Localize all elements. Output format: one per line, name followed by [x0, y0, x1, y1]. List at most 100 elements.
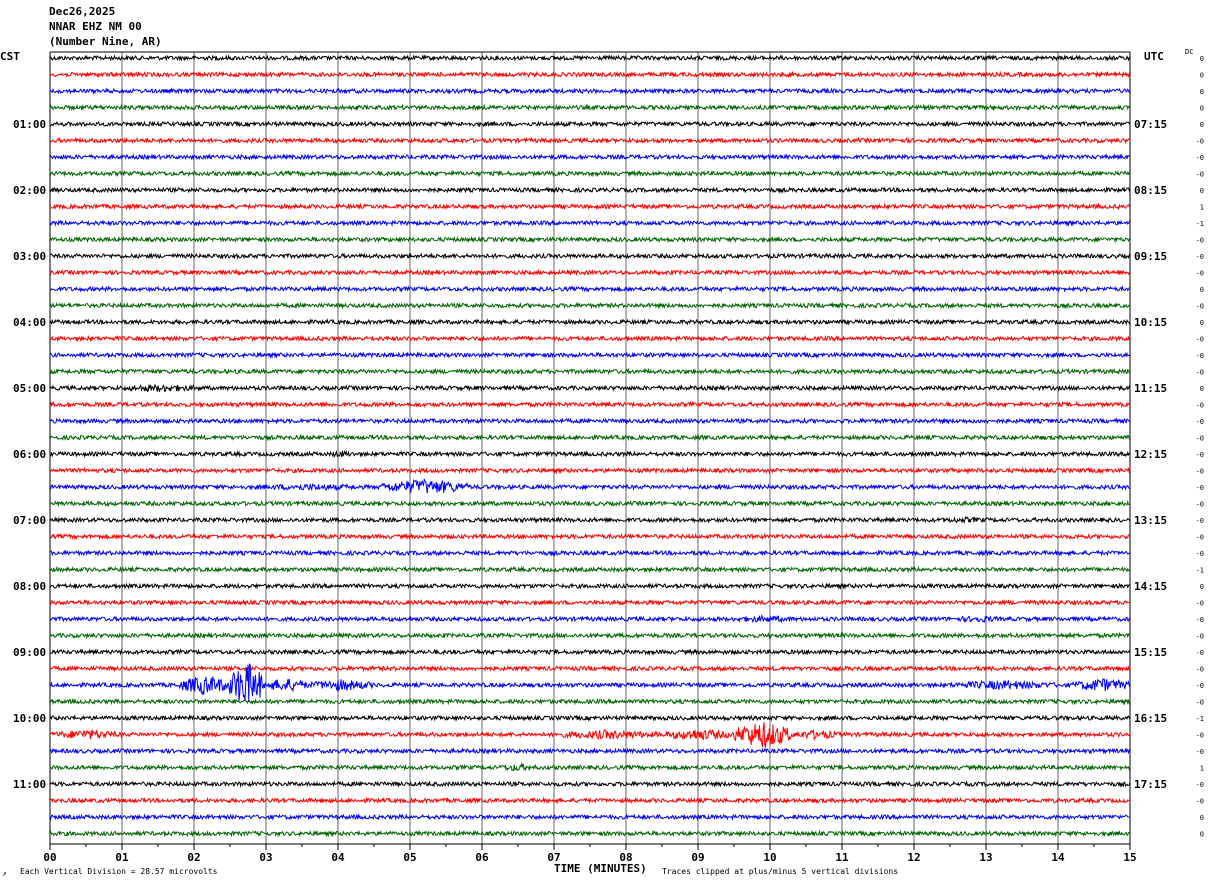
- dc-offset-label: -0: [1196, 171, 1204, 179]
- x-tick-label: 01: [115, 851, 129, 864]
- seismic-trace: [49, 301, 1131, 310]
- seismic-trace: [49, 598, 1131, 607]
- dc-offset-label: 0: [1200, 187, 1204, 195]
- x-tick-label: 12: [907, 851, 920, 864]
- left-hour-label: 10:00: [13, 712, 46, 725]
- dc-offset-label: -0: [1196, 451, 1204, 459]
- seismic-trace: [49, 383, 1131, 393]
- dc-offset-label: -0: [1196, 369, 1204, 377]
- seismic-trace: [49, 477, 1131, 494]
- dc-offset-label: -0: [1196, 336, 1204, 344]
- seismic-trace: [49, 813, 1131, 821]
- dc-offset-label: 0: [1200, 831, 1204, 839]
- vertical-division-note: Each Vertical Division = 28.57 microvolt…: [20, 867, 218, 876]
- dc-offset-label: -0: [1196, 633, 1204, 641]
- right-timezone-label: UTC: [1144, 50, 1164, 63]
- x-axis-title: TIME (MINUTES): [554, 862, 647, 875]
- seismic-trace: [49, 367, 1131, 376]
- dc-offset-label: -1: [1196, 567, 1204, 575]
- dc-offset-label: -0: [1196, 418, 1204, 426]
- dc-offset-label: 0: [1200, 72, 1204, 80]
- dc-offset-label: -0: [1196, 468, 1204, 476]
- dc-offset-label: -0: [1196, 484, 1204, 492]
- dc-offset-label: -0: [1196, 138, 1204, 146]
- dc-offset-label: 0: [1200, 583, 1204, 591]
- dc-offset-label: -1: [1196, 715, 1204, 723]
- seismic-trace: [49, 449, 1131, 458]
- dc-offset-label: 0: [1200, 319, 1204, 327]
- dc-offset-label: -0: [1196, 649, 1204, 657]
- dc-offset-label: -1: [1196, 220, 1204, 228]
- right-hour-label: 13:15: [1134, 514, 1167, 527]
- seismic-trace: [49, 318, 1131, 326]
- right-hour-label: 12:15: [1134, 448, 1167, 461]
- left-timezone-label: CST: [0, 50, 20, 63]
- x-tick-label: 04: [331, 851, 345, 864]
- seismic-trace: [49, 515, 1131, 524]
- seismic-trace: [49, 417, 1131, 425]
- seismic-trace: [49, 235, 1131, 244]
- dc-offset-label: -0: [1196, 154, 1204, 162]
- seismic-trace: [49, 120, 1131, 128]
- seismic-trace: [49, 252, 1131, 260]
- left-hour-label: 02:00: [13, 184, 46, 197]
- seismic-trace: [49, 285, 1131, 293]
- dc-offset-label: 0: [1200, 88, 1204, 96]
- seismic-trace: [49, 70, 1131, 79]
- left-hour-label: 05:00: [13, 382, 46, 395]
- seismic-trace: [49, 87, 1131, 95]
- x-tick-label: 06: [475, 851, 489, 864]
- seismic-trace: [49, 648, 1131, 656]
- x-tick-label: 11: [835, 851, 849, 864]
- right-hour-label: 10:15: [1134, 316, 1167, 329]
- seismic-trace: [49, 664, 1131, 673]
- seismic-trace: [49, 466, 1131, 475]
- seismic-trace: [49, 400, 1131, 409]
- seismic-trace: [49, 499, 1131, 508]
- seismic-trace: [49, 103, 1131, 112]
- dc-offset-label: -0: [1196, 781, 1204, 789]
- right-hour-label: 14:15: [1134, 580, 1167, 593]
- dc-offset-label: -0: [1196, 798, 1204, 806]
- dc-offset-label: -0: [1196, 732, 1204, 740]
- dc-offset-label: -0: [1196, 435, 1204, 443]
- seismic-trace: [49, 780, 1131, 788]
- seismic-trace: [49, 219, 1131, 227]
- x-tick-label: 03: [259, 851, 272, 864]
- dc-offset-label: 0: [1200, 286, 1204, 294]
- dc-offset-label: -0: [1196, 237, 1204, 245]
- seismic-trace: [49, 613, 1131, 624]
- right-hour-label: 11:15: [1134, 382, 1167, 395]
- seismic-trace: [49, 549, 1131, 557]
- dc-offset-label: -0: [1196, 352, 1204, 360]
- right-hour-label: 08:15: [1134, 184, 1167, 197]
- seismic-trace: [49, 153, 1131, 161]
- seismic-trace: [49, 722, 1131, 748]
- seismic-trace: [49, 136, 1131, 145]
- dc-offset-label: -0: [1196, 534, 1204, 542]
- x-tick-label: 15: [1123, 851, 1136, 864]
- x-tick-label: 07: [547, 851, 560, 864]
- x-tick-label: 05: [403, 851, 416, 864]
- dc-offset-label: -0: [1196, 517, 1204, 525]
- left-hour-label: 08:00: [13, 580, 46, 593]
- dc-offset-label: -0: [1196, 402, 1204, 410]
- dc-offset-label: 0: [1200, 121, 1204, 129]
- dc-offset-label: -0: [1196, 550, 1204, 558]
- seismic-trace: [49, 433, 1131, 442]
- dc-offset-label: -0: [1196, 666, 1204, 674]
- dc-offset-label: -0: [1196, 501, 1204, 509]
- seismic-trace: [49, 202, 1131, 211]
- location-label: (Number Nine, AR): [49, 35, 162, 48]
- seismic-trace: [49, 54, 1131, 62]
- x-tick-label: 14: [1051, 851, 1065, 864]
- station-label: NNAR EHZ NM 00: [49, 20, 142, 33]
- seismic-trace: [49, 351, 1131, 359]
- x-tick-label: 02: [187, 851, 200, 864]
- x-tick-label: 00: [43, 851, 56, 864]
- dc-offset-label: -0: [1196, 699, 1204, 707]
- dc-offset-label: -0: [1196, 616, 1204, 624]
- dc-offset-label: -0: [1196, 682, 1204, 690]
- dc-offset-label: -0: [1196, 253, 1204, 261]
